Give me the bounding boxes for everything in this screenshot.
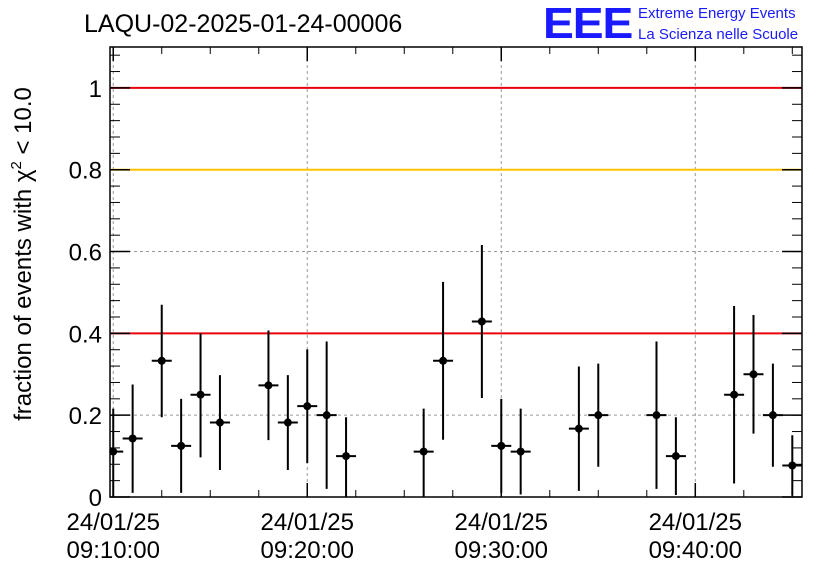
data-point bbox=[109, 408, 124, 497]
data-point bbox=[588, 363, 609, 467]
data-point bbox=[782, 435, 802, 496]
data-point bbox=[646, 341, 667, 489]
y-tick-label: 0.2 bbox=[69, 403, 102, 430]
point-marker bbox=[109, 447, 118, 456]
x-tick-label-time: 09:30:00 bbox=[455, 537, 548, 564]
data-point bbox=[297, 349, 318, 464]
point-marker bbox=[497, 441, 506, 450]
data-point bbox=[277, 375, 298, 470]
point-marker bbox=[788, 461, 797, 470]
eee-logo-mark: EEE bbox=[543, 0, 633, 48]
data-point bbox=[743, 314, 764, 434]
x-tick-label-date: 24/01/25 bbox=[67, 509, 160, 536]
x-axis: 24/01/2509:10:0024/01/2509:20:0024/01/25… bbox=[67, 47, 793, 564]
grid-lines bbox=[110, 47, 802, 497]
data-point bbox=[316, 341, 337, 489]
logo-line-2: La Scienza nelle Scuole bbox=[638, 26, 799, 43]
data-point bbox=[491, 398, 512, 493]
point-marker bbox=[128, 434, 137, 443]
y-tick-label: 0.8 bbox=[69, 158, 102, 185]
reference-lines bbox=[110, 86, 802, 335]
y-axis-label: fraction of events with χ2 < 10.0 bbox=[8, 87, 37, 421]
point-marker bbox=[749, 370, 758, 379]
y-axis: 0 0.2 0.4 0.6 0.8 1 bbox=[69, 54, 802, 512]
point-marker bbox=[303, 402, 312, 411]
data-point bbox=[665, 417, 686, 495]
point-marker bbox=[157, 356, 166, 365]
x-tick-label-time: 09:10:00 bbox=[67, 537, 160, 564]
data-point bbox=[471, 245, 492, 398]
point-marker bbox=[196, 390, 205, 399]
x-tick-label-time: 09:20:00 bbox=[261, 537, 354, 564]
data-point bbox=[724, 305, 745, 484]
data-point bbox=[413, 408, 434, 497]
x-tick-label-date: 24/01/25 bbox=[649, 509, 742, 536]
data-point bbox=[151, 304, 172, 418]
point-marker bbox=[283, 418, 292, 427]
data-points bbox=[109, 245, 802, 497]
y-tick-label: 1 bbox=[89, 76, 102, 103]
plot-frame bbox=[109, 46, 803, 498]
point-marker bbox=[177, 441, 186, 450]
data-point bbox=[568, 366, 589, 491]
point-marker bbox=[264, 381, 273, 390]
data-point bbox=[433, 281, 454, 440]
point-marker bbox=[439, 356, 448, 365]
eee-logo: EEE Extreme Energy Events La Scienza nel… bbox=[543, 2, 833, 46]
point-marker bbox=[671, 452, 680, 461]
y-tick-label: 0 bbox=[89, 485, 102, 512]
point-marker bbox=[768, 411, 777, 420]
y-tick-label: 0.6 bbox=[69, 240, 102, 267]
data-point bbox=[171, 398, 192, 493]
x-tick-label-time: 09:40:00 bbox=[649, 537, 742, 564]
x-tick-label-date: 24/01/25 bbox=[455, 509, 548, 536]
point-marker bbox=[419, 447, 428, 456]
point-marker bbox=[477, 317, 486, 326]
point-marker bbox=[516, 447, 525, 456]
chart-title: LAQU-02-2025-01-24-00006 bbox=[84, 10, 403, 38]
point-marker bbox=[594, 411, 603, 420]
point-marker bbox=[342, 452, 351, 461]
point-marker bbox=[652, 411, 661, 420]
data-point bbox=[336, 417, 357, 497]
point-marker bbox=[730, 390, 739, 399]
data-point bbox=[510, 408, 531, 495]
data-point bbox=[209, 375, 230, 470]
point-marker bbox=[322, 411, 331, 420]
point-marker bbox=[215, 418, 224, 427]
logo-line-1: Extreme Energy Events bbox=[638, 5, 796, 22]
data-point bbox=[122, 384, 143, 493]
data-point bbox=[190, 333, 211, 458]
x-tick-label-date: 24/01/25 bbox=[261, 509, 354, 536]
data-point bbox=[258, 330, 279, 441]
y-tick-label: 0.4 bbox=[69, 321, 102, 348]
data-point bbox=[762, 363, 783, 467]
point-marker bbox=[574, 424, 583, 433]
